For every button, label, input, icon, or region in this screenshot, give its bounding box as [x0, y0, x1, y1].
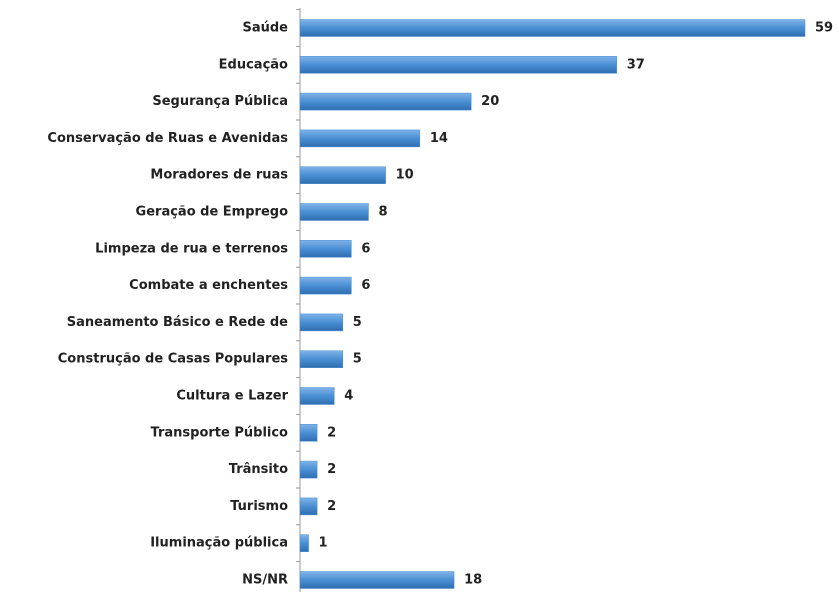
value-label: 6 [361, 241, 370, 256]
value-label: 18 [464, 573, 482, 588]
y-tick-label: Educação [219, 57, 288, 72]
bar [299, 460, 318, 479]
y-tick-label: Combate a enchentes [129, 278, 288, 293]
bar [299, 56, 617, 74]
bar [299, 497, 318, 516]
bar [299, 19, 806, 37]
y-tick-label: Saneamento Básico e Rede de [67, 315, 288, 330]
y-tick-label: Construção de Casas Populares [58, 352, 288, 367]
value-label: 37 [627, 57, 645, 72]
value-label: 5 [353, 315, 362, 330]
y-tick-label: Trânsito [229, 462, 288, 477]
value-label: 2 [327, 462, 336, 477]
y-tick-label: Saúde [242, 21, 288, 36]
bar [299, 387, 335, 405]
bar [299, 313, 344, 332]
bar [299, 240, 352, 258]
y-tick-label: Segurança Pública [152, 94, 288, 109]
value-label: 6 [361, 278, 370, 293]
bar [299, 424, 318, 442]
bar [299, 276, 352, 295]
bar [299, 534, 309, 552]
y-tick-label: Limpeza de rua e terrenos [95, 241, 288, 256]
value-label: 59 [815, 21, 833, 36]
y-tick-label: Transporte Público [151, 425, 289, 440]
bar [299, 129, 421, 148]
value-label: 4 [344, 389, 353, 404]
y-tick-label: Cultura e Lazer [176, 389, 288, 404]
value-label: 8 [378, 205, 387, 220]
value-label: 1 [319, 536, 328, 551]
value-label: 14 [430, 131, 448, 146]
bar [299, 203, 369, 221]
y-tick-label: NS/NR [242, 573, 288, 588]
bar [299, 92, 472, 111]
y-tick-label: Iluminação pública [150, 536, 288, 551]
y-tick-label: Turismo [230, 499, 288, 514]
bar [299, 350, 344, 368]
value-label: 5 [353, 352, 362, 367]
bar [299, 571, 455, 589]
value-label: 2 [327, 425, 336, 440]
y-tick-label: Moradores de ruas [150, 168, 288, 183]
value-label: 20 [481, 94, 499, 109]
value-label: 10 [396, 168, 414, 183]
value-label: 2 [327, 499, 336, 514]
y-tick-label: Conservação de Ruas e Avenidas [47, 131, 288, 146]
bar [299, 166, 386, 184]
y-tick-label: Geração de Emprego [136, 205, 289, 220]
